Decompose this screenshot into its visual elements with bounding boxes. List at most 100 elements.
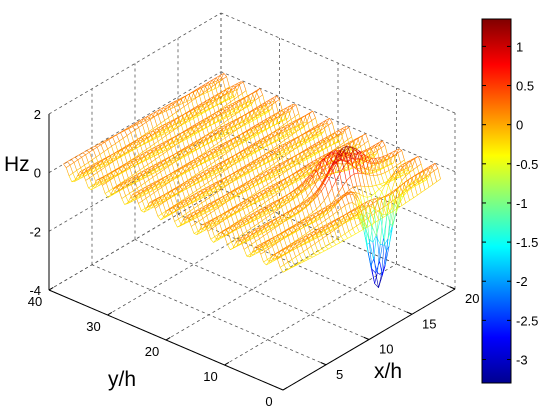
mesh-line (198, 144, 203, 155)
mesh-line (162, 200, 167, 204)
mesh-line (254, 125, 258, 132)
mesh-line (205, 98, 210, 102)
mesh-line (242, 132, 247, 140)
mesh-line (121, 169, 126, 173)
mesh-line (385, 160, 390, 171)
mesh-line (339, 150, 343, 156)
mesh-line (371, 157, 375, 164)
mesh-line (206, 115, 211, 118)
mesh-line (220, 118, 225, 121)
mesh-line (261, 248, 266, 252)
mesh-line (278, 162, 282, 170)
grid-line (224, 263, 397, 366)
mesh-line (271, 181, 275, 191)
mesh-line (249, 216, 255, 219)
mesh-line (202, 222, 207, 225)
mesh-line (248, 144, 253, 149)
mesh-line (397, 152, 401, 163)
mesh-line (217, 136, 222, 140)
mesh-line (197, 140, 202, 144)
mesh-line (229, 124, 234, 133)
mesh-line (231, 177, 237, 180)
mesh-line (201, 103, 205, 109)
mesh-line (379, 261, 383, 276)
mesh-line (212, 102, 216, 114)
mesh-line (326, 134, 331, 138)
mesh-line (235, 175, 240, 179)
mesh-line (289, 123, 294, 127)
mesh-line (130, 196, 135, 199)
mesh-line (328, 178, 333, 189)
mesh-line (322, 139, 326, 144)
mesh-line (373, 175, 377, 186)
mesh-line (273, 209, 278, 213)
mesh-line (252, 211, 257, 214)
mesh-line (371, 215, 376, 223)
mesh-line (300, 118, 305, 127)
mesh-line (161, 135, 167, 139)
mesh-line (259, 88, 263, 95)
mesh-line (343, 153, 348, 161)
mesh-line (313, 127, 317, 134)
mesh-line (266, 116, 271, 120)
mesh-line (393, 169, 397, 176)
mesh-line (200, 108, 205, 112)
mesh-line (363, 201, 367, 207)
mesh-line (360, 143, 365, 147)
mesh-line (208, 130, 213, 134)
mesh-line (215, 111, 219, 118)
mesh-line (327, 188, 333, 195)
mesh-line (356, 223, 361, 227)
mesh-line (216, 144, 221, 148)
mesh-line (247, 170, 252, 181)
mesh-line (409, 197, 414, 201)
mesh-line (347, 235, 352, 239)
mesh-line (258, 159, 263, 167)
mesh-line (179, 106, 185, 110)
mesh-line (381, 191, 385, 200)
mesh-line (258, 104, 262, 109)
mesh-line (210, 137, 214, 147)
mesh-line (191, 174, 196, 178)
mesh-line (384, 238, 389, 266)
mesh-line (295, 131, 300, 142)
mesh-line (384, 196, 388, 205)
mesh-line (74, 154, 80, 158)
mesh-line (298, 158, 303, 164)
mesh-line (388, 226, 393, 247)
mesh-line (425, 176, 430, 188)
mesh-line (242, 165, 246, 170)
mesh-line (356, 148, 360, 159)
mesh-line (352, 187, 357, 193)
mesh-line (335, 173, 340, 182)
mesh-line (243, 130, 248, 134)
mesh-line (151, 111, 156, 115)
mesh-line (392, 174, 396, 180)
mesh-line (202, 139, 206, 147)
mesh-line (387, 154, 391, 159)
mesh-line (272, 188, 277, 195)
mesh-line (142, 149, 147, 153)
mesh-line (315, 216, 320, 220)
mesh-line (267, 228, 272, 231)
mesh-line (308, 161, 313, 165)
mesh-line (297, 174, 301, 180)
mesh-line (279, 179, 283, 187)
mesh-line (267, 133, 272, 136)
mesh-line (355, 143, 361, 146)
mesh-line (404, 161, 409, 170)
mesh-line (102, 182, 107, 186)
mesh-line (260, 128, 265, 139)
mesh-line (253, 133, 257, 138)
mesh-line (208, 132, 213, 138)
mesh-line (253, 252, 258, 256)
mesh-line (132, 191, 137, 195)
mesh-line (204, 182, 209, 186)
mesh-line (262, 144, 266, 155)
mesh-line (342, 186, 346, 194)
mesh-line (290, 141, 294, 151)
mesh-line (320, 250, 325, 254)
mesh-line (234, 209, 240, 213)
mesh-line (153, 171, 158, 174)
mesh-line (206, 137, 210, 145)
